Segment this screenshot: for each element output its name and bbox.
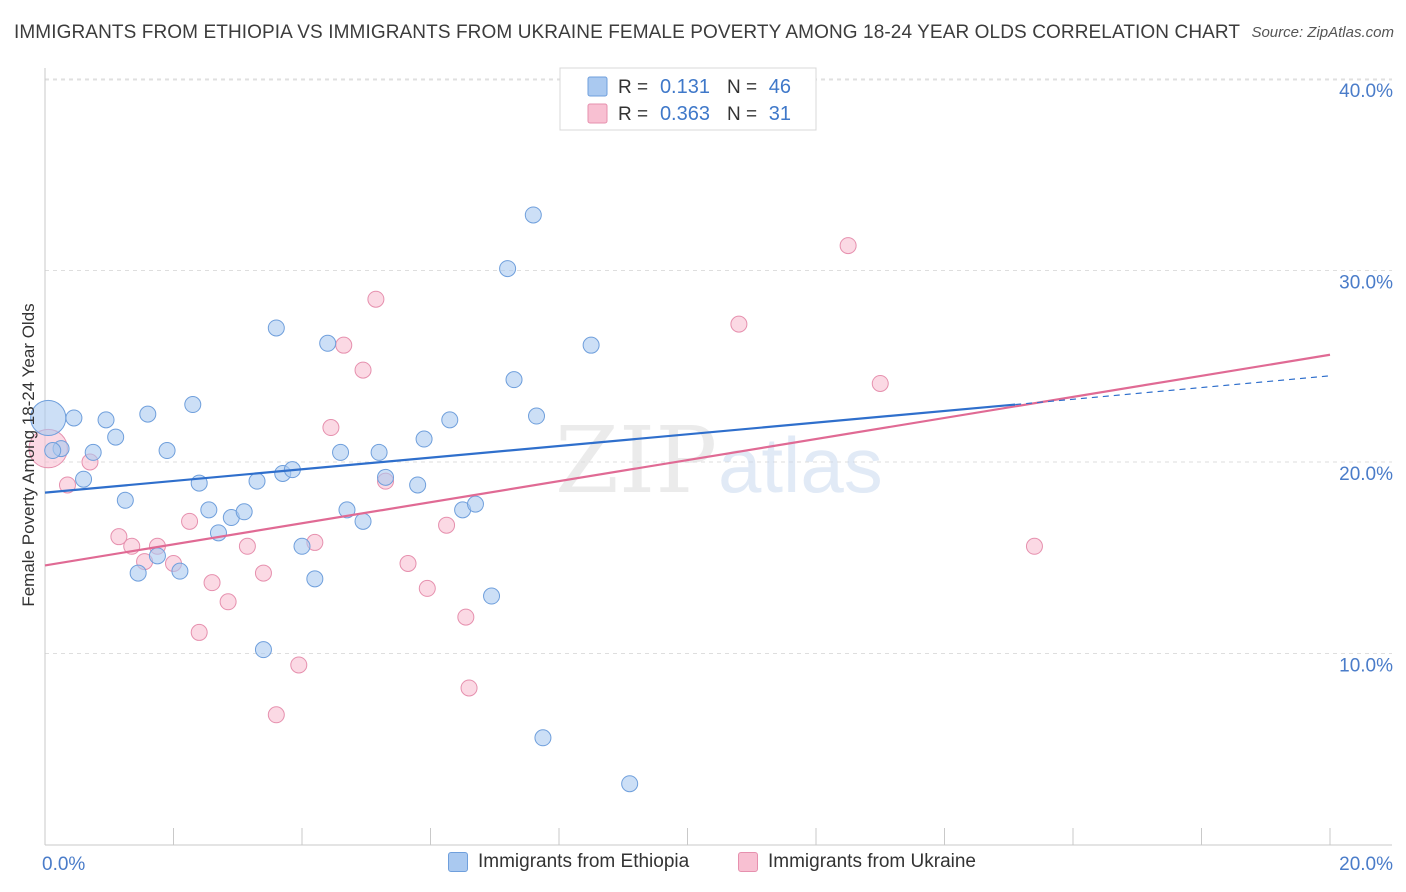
ethiopia-point bbox=[75, 470, 93, 488]
ethiopia-point bbox=[534, 729, 552, 747]
watermark: ZIP atlas bbox=[555, 407, 883, 514]
legend-r-label-ukraine: R = bbox=[618, 104, 648, 125]
x-tick-label: 20.0% bbox=[1339, 854, 1393, 875]
bottom-legend: Immigrants from Ethiopia Immigrants from… bbox=[0, 851, 1406, 879]
legend-n-label-ethiopia: N = bbox=[727, 77, 757, 98]
ethiopia-point bbox=[409, 476, 427, 494]
ethiopia-point bbox=[158, 442, 176, 460]
ethiopia-point bbox=[377, 468, 395, 486]
x-tick-label: 0.0% bbox=[42, 854, 85, 875]
ethiopia-point bbox=[200, 501, 218, 519]
y-axis-label: Female Poverty Among 18-24 Year Olds bbox=[19, 303, 38, 606]
ethiopia-point bbox=[293, 537, 311, 555]
ukraine-point bbox=[460, 679, 478, 697]
ethiopia-point bbox=[483, 587, 501, 605]
ethiopia-point bbox=[235, 503, 253, 521]
chart-title: IMMIGRANTS FROM ETHIOPIA VS IMMIGRANTS F… bbox=[14, 22, 1241, 43]
trend-lines bbox=[44, 353, 1331, 567]
ethiopia-point bbox=[332, 443, 350, 461]
ukraine-point bbox=[190, 623, 208, 641]
legend-swatch-ukraine bbox=[587, 103, 608, 124]
ethiopia-point bbox=[499, 260, 517, 278]
ethiopia-point bbox=[184, 396, 202, 414]
ukraine-point bbox=[367, 290, 385, 308]
ukraine-point bbox=[399, 554, 417, 572]
ethiopia-point bbox=[267, 319, 285, 337]
ukraine-point bbox=[219, 593, 237, 611]
ethiopia-point bbox=[319, 334, 337, 352]
ukraine-point bbox=[181, 512, 199, 530]
ethiopia-point bbox=[338, 501, 356, 519]
ukraine-point bbox=[457, 608, 475, 626]
ethiopia-point bbox=[129, 564, 147, 582]
ethiopia-point bbox=[466, 495, 484, 513]
ethiopia-point bbox=[171, 562, 189, 580]
ethiopia-point bbox=[505, 371, 523, 389]
legend-n-value-ethiopia: 46 bbox=[769, 76, 791, 98]
ukraine-point bbox=[730, 315, 748, 333]
ukraine-point bbox=[335, 336, 353, 354]
axes: 10.0% 20.0% 30.0% 40.0% 0.0% 20.0% bbox=[42, 68, 1393, 875]
watermark-zip: ZIP bbox=[555, 407, 717, 514]
ethiopia-point bbox=[306, 570, 324, 588]
source-label: Source: ZipAtlas.com bbox=[1251, 24, 1394, 41]
ethiopia-point bbox=[415, 430, 433, 448]
ethiopia-point bbox=[107, 428, 125, 446]
ethiopia-point bbox=[65, 409, 83, 427]
legend-label-ethiopia: Immigrants from Ethiopia bbox=[478, 851, 690, 872]
ukraine-point bbox=[58, 476, 76, 494]
legend-r-label-ethiopia: R = bbox=[618, 77, 648, 98]
y-tick-label: 10.0% bbox=[1339, 656, 1393, 677]
ethiopia-point bbox=[441, 411, 459, 429]
ethiopia-trend-line bbox=[44, 403, 1016, 494]
y-tick-label: 40.0% bbox=[1339, 81, 1393, 102]
ukraine-point bbox=[290, 656, 308, 674]
ukraine-point bbox=[839, 237, 857, 255]
ukraine-point bbox=[1025, 537, 1043, 555]
ethiopia-point bbox=[97, 411, 115, 429]
ukraine-point bbox=[238, 537, 256, 555]
y-tick-label: 30.0% bbox=[1339, 273, 1393, 294]
ethiopia-point bbox=[582, 336, 600, 354]
ukraine-point bbox=[110, 528, 128, 546]
ethiopia-point bbox=[528, 407, 546, 425]
legend-item-ukraine: Immigrants from Ukraine bbox=[738, 851, 976, 873]
ethiopia-point bbox=[524, 206, 542, 224]
ethiopia-trend-extension bbox=[1015, 375, 1331, 406]
ethiopia-point bbox=[116, 491, 134, 509]
y-tick-label: 20.0% bbox=[1339, 464, 1393, 485]
correlation-legend: R = 0.131 N = 46 R = 0.363 N = 31 bbox=[559, 67, 817, 131]
legend-label-ukraine: Immigrants from Ukraine bbox=[768, 851, 976, 872]
ukraine-trend-line bbox=[44, 353, 1331, 567]
ukraine-point bbox=[354, 361, 372, 379]
ethiopia-point bbox=[354, 512, 372, 530]
ukraine-point bbox=[418, 579, 436, 597]
ethiopia-point bbox=[84, 443, 102, 461]
ethiopia-point bbox=[370, 443, 388, 461]
ukraine-point bbox=[254, 564, 272, 582]
ukraine-point bbox=[871, 374, 889, 392]
watermark-atlas: atlas bbox=[718, 421, 883, 509]
ethiopia-point bbox=[44, 442, 62, 460]
legend-swatch-ethiopia-bottom bbox=[448, 852, 468, 872]
legend-swatch-ukraine-bottom bbox=[738, 852, 758, 872]
legend-r-value-ethiopia: 0.131 bbox=[660, 76, 710, 98]
legend-item-ethiopia: Immigrants from Ethiopia bbox=[448, 851, 689, 873]
data-points bbox=[28, 206, 1043, 793]
legend-r-value-ukraine: 0.363 bbox=[660, 103, 710, 125]
legend-swatch-ethiopia bbox=[587, 76, 608, 97]
gridlines bbox=[45, 78, 1392, 654]
legend-n-value-ukraine: 31 bbox=[769, 103, 791, 125]
ukraine-point bbox=[203, 574, 221, 592]
ethiopia-point bbox=[139, 405, 157, 423]
ethiopia-point bbox=[248, 472, 266, 490]
ethiopia-point bbox=[148, 547, 166, 565]
ethiopia-point bbox=[254, 641, 272, 659]
ukraine-point bbox=[267, 706, 285, 724]
ukraine-point bbox=[438, 516, 456, 534]
ukraine-point bbox=[322, 419, 340, 437]
ethiopia-point bbox=[621, 775, 639, 793]
legend-n-label-ukraine: N = bbox=[727, 104, 757, 125]
